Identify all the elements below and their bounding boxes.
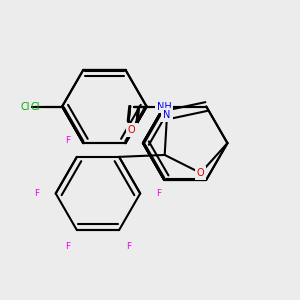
Text: F: F (34, 189, 39, 198)
Text: O: O (128, 125, 136, 135)
Text: O: O (128, 125, 136, 135)
Text: F: F (126, 242, 131, 251)
Text: H: H (164, 102, 170, 111)
Text: Cl: Cl (20, 101, 30, 112)
Text: N: N (163, 110, 171, 120)
Text: NH: NH (157, 101, 171, 112)
Text: F: F (65, 136, 70, 145)
Text: Cl: Cl (30, 101, 40, 112)
Text: F: F (157, 189, 162, 198)
Text: O: O (197, 168, 204, 178)
Text: O: O (128, 125, 136, 135)
Text: N: N (156, 101, 164, 112)
Text: F: F (65, 242, 70, 251)
